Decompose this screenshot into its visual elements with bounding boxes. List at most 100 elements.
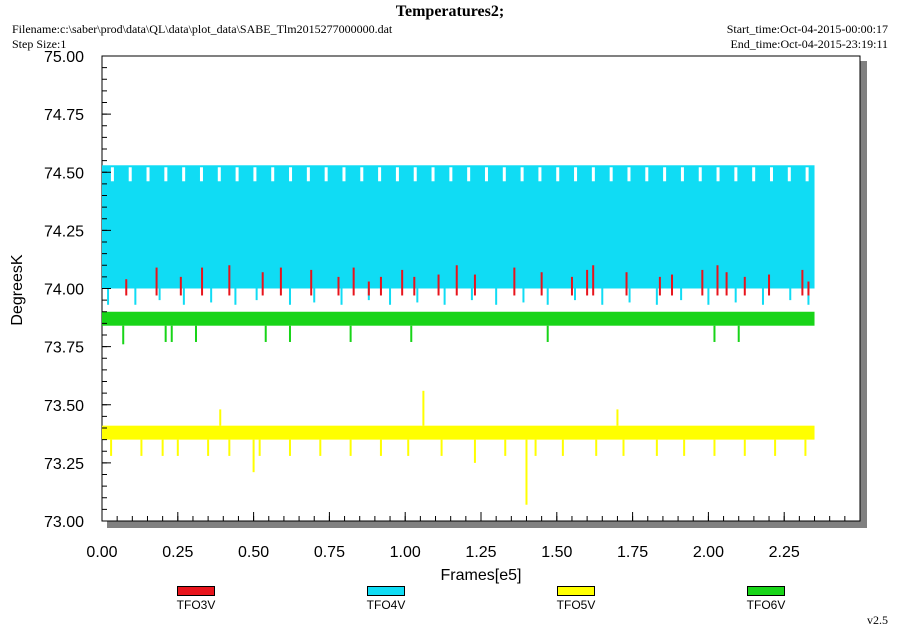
series-tfo3v-spike xyxy=(743,276,746,296)
series-tfo4v-gap xyxy=(378,167,382,182)
series-tfo4v-gap xyxy=(484,167,488,182)
series-tfo4v-gap xyxy=(413,167,417,182)
series-tfo4v-spike xyxy=(655,288,658,305)
series-tfo4v-spike xyxy=(107,288,110,305)
series-tfo3v-spike xyxy=(473,274,476,296)
series-tfo4v-gap xyxy=(716,167,720,182)
series-tfo5v-spike xyxy=(140,439,143,456)
series-tfo5v-spike xyxy=(743,439,746,456)
series-tfo3v-spike xyxy=(701,269,704,296)
legend-label: TFO5V xyxy=(556,598,596,612)
y-tick-label: 73.75 xyxy=(44,340,84,357)
series-tfo3v-spike xyxy=(725,272,728,296)
series-tfo5v-spike xyxy=(161,439,164,456)
series-tfo4v-gap xyxy=(787,167,791,182)
series-tfo4v-gap xyxy=(217,167,221,182)
series-tfo5v-spike xyxy=(622,439,625,456)
series-tfo3v-spike xyxy=(570,276,573,296)
series-tfo4v-spike xyxy=(443,288,446,305)
series-tfo4v-spike xyxy=(573,288,576,301)
series-tfo6v-spike xyxy=(349,325,352,342)
version-label: v2.5 xyxy=(867,613,888,627)
start-time-label: Start_time:Oct-04-2015-00:00:17 xyxy=(726,22,888,36)
legend-label: TFO4V xyxy=(366,598,406,612)
legend-swatch xyxy=(177,586,215,596)
series-tfo3v-spike xyxy=(716,265,719,296)
series-tfo4v-gap xyxy=(271,167,275,182)
legend-label: TFO3V xyxy=(176,598,216,612)
series-tfo3v-spike xyxy=(768,274,771,296)
chart-title: Temperatures2; xyxy=(395,3,505,20)
series-tfo4v-gap xyxy=(235,167,239,182)
series-tfo6v-spike xyxy=(546,325,549,342)
series-tfo4v-gap xyxy=(698,167,702,182)
series-tfo4v-spike xyxy=(158,288,161,301)
x-tick-label: 1.00 xyxy=(390,544,421,561)
series-tfo6v-band xyxy=(102,311,815,326)
series-tfo4v-gap xyxy=(289,167,293,182)
series-tfo5v-spike xyxy=(440,439,443,456)
series-tfo3v-spike xyxy=(125,279,128,296)
series-tfo4v-gap xyxy=(110,167,114,182)
series-tfo5v-spike xyxy=(525,439,528,505)
legend-swatch xyxy=(367,586,405,596)
series-tfo5v-spike xyxy=(616,409,619,426)
series-tfo4v-gap xyxy=(609,167,613,182)
series-tfo3v-spike xyxy=(379,276,382,296)
series-tfo5v-spike xyxy=(319,439,322,456)
axis-layer: 0.00 0.25 0.50 0.75 1.00 1.25 1.50 1.75 2.00 2.25… xyxy=(44,49,861,561)
series-tfo5v-spike xyxy=(683,439,686,456)
y-tick-label: 73.00 xyxy=(44,514,84,531)
series-tfo5v-spike xyxy=(207,439,210,456)
series-tfo3v-spike xyxy=(179,276,182,296)
series-tfo5v-spike xyxy=(534,439,537,456)
series-tfo4v-gap xyxy=(538,167,542,182)
series-tfo5v-spike xyxy=(349,439,352,456)
series-tfo4v-spike xyxy=(340,288,343,305)
series-tfo4v-spike xyxy=(210,288,213,303)
legend-swatch xyxy=(747,586,785,596)
end-time-label: End_time:Oct-04-2015-23:19:11 xyxy=(730,37,888,51)
series-tfo3v-spike xyxy=(807,281,810,296)
series-tfo4v-band xyxy=(102,165,815,289)
series-tfo4v-spike xyxy=(134,288,137,305)
series-tfo5v-spike xyxy=(804,439,807,456)
legend-item-tfo3v: TFO3V xyxy=(156,586,236,612)
series-tfo5v-spike xyxy=(110,439,113,456)
series-tfo4v-gap xyxy=(128,167,132,182)
series-tfo3v-spike xyxy=(337,276,340,296)
series-tfo4v-spike xyxy=(389,288,392,305)
series-tfo3v-spike xyxy=(540,272,543,296)
series-tfo4v-gap xyxy=(431,167,435,182)
series-tfo3v-spike xyxy=(586,269,589,296)
x-tick-label: 1.25 xyxy=(465,544,496,561)
series-tfo3v-spike xyxy=(455,265,458,296)
series-tfo4v-gap xyxy=(556,167,560,182)
series-tfo3v-spike xyxy=(801,269,804,296)
series-tfo3v-spike xyxy=(625,272,628,296)
series-tfo5v-spike xyxy=(655,439,658,456)
series-tfo4v-gap xyxy=(645,167,649,182)
series-tfo3v-spike xyxy=(437,274,440,296)
series-tfo3v-spike xyxy=(201,267,204,296)
series-tfo4v-gap xyxy=(520,167,524,182)
series-tfo5v-spike xyxy=(561,439,564,456)
legend-item-tfo6v: TFO6V xyxy=(726,586,806,612)
series-tfo6v-spike xyxy=(122,325,125,345)
series-tfo5v-spike xyxy=(228,439,231,456)
y-tick-label: 74.25 xyxy=(44,223,84,240)
series-tfo4v-spike xyxy=(495,288,498,305)
y-tick-label: 74.00 xyxy=(44,282,84,299)
series-tfo4v-gap xyxy=(805,167,809,182)
series-tfo5v-spike xyxy=(379,439,382,456)
legend-item-tfo5v: TFO5V xyxy=(536,586,616,612)
filename-label: Filename:c:\saber\prod\data\QL\data\plot… xyxy=(12,22,393,36)
series-tfo3v-spike xyxy=(671,274,674,296)
series-tfo4v-gap xyxy=(467,167,471,182)
series-tfo4v-gap xyxy=(734,167,738,182)
series-tfo4v-spike xyxy=(734,288,737,303)
series-tfo3v-spike xyxy=(658,276,661,296)
series-tfo4v-gap xyxy=(591,167,595,182)
series-tfo4v-spike xyxy=(470,288,473,301)
series-tfo4v-spike xyxy=(234,288,237,305)
